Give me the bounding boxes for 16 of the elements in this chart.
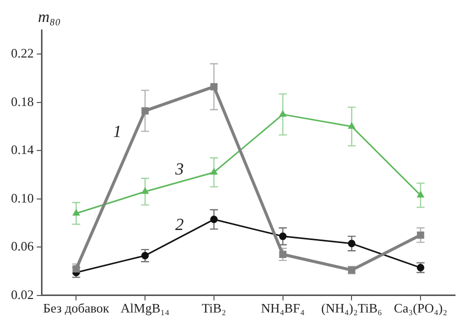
series-label: 2: [175, 214, 184, 234]
y-tick-label: 0.06: [11, 238, 34, 254]
x-tick-label: TiB₂: [202, 300, 226, 316]
y-axis-title: m₈₀: [38, 9, 61, 26]
y-tick-label: 0.02: [11, 286, 34, 302]
series-label: 1: [113, 122, 122, 141]
x-tick-label: (NH₄)₂TiB₆: [321, 300, 382, 316]
y-tick-label: 0.14: [11, 142, 34, 158]
x-tick-label: Без добавок: [43, 300, 110, 316]
y-tick-label: 0.18: [11, 94, 34, 109]
x-tick-label: AlMgB₁₄: [120, 300, 170, 316]
x-tick-label: NH₄BF₄: [260, 300, 306, 316]
x-tick-label: Ca₃(PO₄)₂: [394, 300, 448, 316]
y-tick-label: 0.22: [11, 46, 34, 61]
series-label: 3: [174, 159, 184, 178]
y-tick-label: 0.10: [11, 190, 34, 206]
